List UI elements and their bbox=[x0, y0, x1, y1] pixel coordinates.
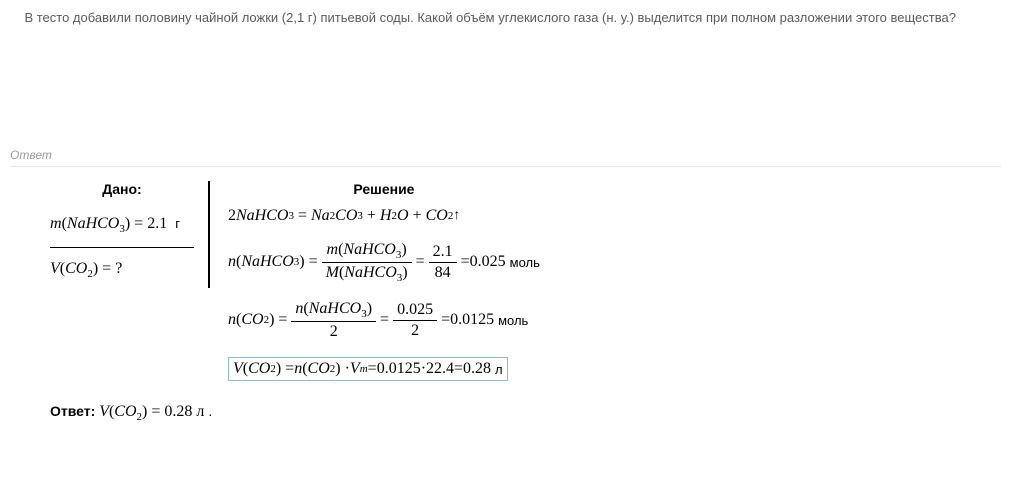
solution-header: Решение bbox=[228, 181, 540, 197]
page-container: В тесто добавили половину чайной ложки (… bbox=[0, 0, 1011, 431]
fraction: n(NaHCO3) 2 bbox=[291, 300, 376, 341]
fraction: 0.025 2 bbox=[393, 301, 437, 340]
given-header: Дано: bbox=[50, 181, 194, 197]
given-column: Дано: m(NaHCO3) = 2.1 г V(CO2) = ? bbox=[50, 181, 210, 288]
step1-moles-nahco3: n(NaHCO3) = m(NaHCO3) M(NaHCO3) = 2.1 84… bbox=[228, 241, 540, 284]
up-arrow-icon: ↑ bbox=[453, 208, 460, 224]
section-separator bbox=[10, 166, 1001, 167]
fraction: 2.1 84 bbox=[429, 243, 457, 282]
given-divider bbox=[50, 247, 194, 248]
solution-column: Решение 2NaHCO3 = Na2CO3 + H2O + CO2↑ n(… bbox=[210, 181, 540, 398]
reaction-equation: 2NaHCO3 = Na2CO3 + H2O + CO2↑ bbox=[228, 207, 540, 225]
answer-section-label: Ответ bbox=[10, 148, 1001, 162]
problem-text: В тесто добавили половину чайной ложки (… bbox=[24, 10, 956, 25]
final-answer-label: Ответ: bbox=[50, 403, 95, 419]
step3-volume-co2: V(CO2) = n(CO2) · Vm = 0.0125 · 22.4 = 0… bbox=[228, 357, 540, 381]
final-answer: Ответ: V(CO2) = 0.28 л . bbox=[50, 403, 1001, 423]
given-row-mass: m(NaHCO3) = 2.1 г bbox=[50, 207, 194, 243]
given-row-volume: V(CO2) = ? bbox=[50, 252, 194, 288]
fraction: m(NaHCO3) M(NaHCO3) bbox=[322, 241, 412, 284]
step2-moles-co2: n(CO2) = n(NaHCO3) 2 = 0.025 2 = 0.0125м… bbox=[228, 300, 540, 341]
problem-statement: В тесто добавили половину чайной ложки (… bbox=[10, 8, 1001, 28]
solution-layout: Дано: m(NaHCO3) = 2.1 г V(CO2) = ? Решен… bbox=[50, 181, 1001, 398]
highlighted-result: V(CO2) = n(CO2) · Vm = 0.0125 · 22.4 = 0… bbox=[228, 357, 508, 381]
